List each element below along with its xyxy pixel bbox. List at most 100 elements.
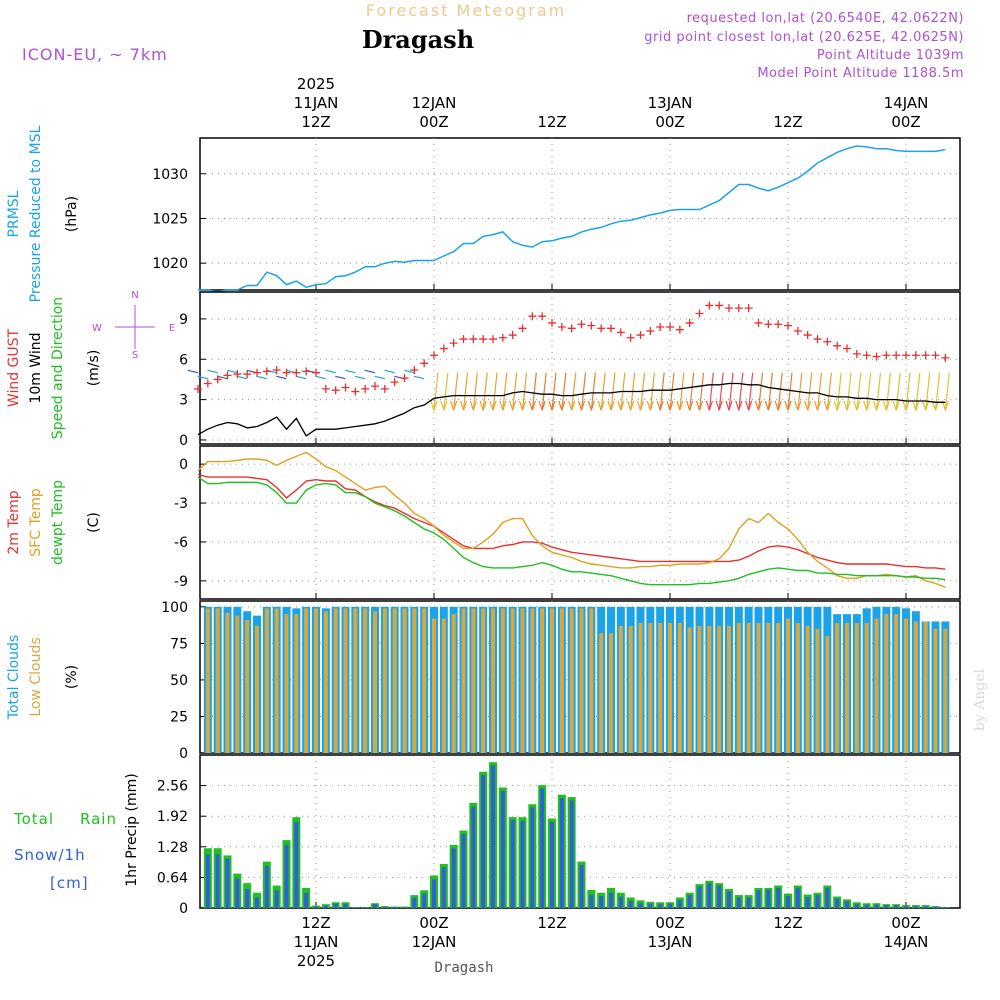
wind-arrow — [551, 372, 557, 411]
snow-bar — [579, 864, 584, 908]
low-cloud-bar — [323, 611, 328, 753]
time-label: 12JAN — [412, 94, 457, 112]
gust-marker — [705, 301, 714, 310]
snow-bar — [215, 854, 220, 908]
y-tick-label: 3 — [179, 393, 188, 409]
gust-marker — [941, 353, 950, 362]
time-label: 2025 — [297, 75, 335, 93]
gust-marker — [351, 387, 360, 396]
snow-bar — [756, 890, 761, 908]
y-tick-label: 1.28 — [157, 840, 188, 856]
wind-arrow-head — [512, 400, 517, 411]
snow-bar — [697, 886, 702, 908]
wind-arrow-head — [902, 400, 907, 411]
wind-arrow-head — [686, 400, 691, 411]
low-cloud-bar — [264, 608, 269, 753]
low-cloud-bar — [373, 611, 377, 753]
low-cloud-bar — [658, 622, 663, 753]
gust-marker — [675, 325, 684, 334]
gust-marker — [843, 344, 851, 353]
time-label: 00Z — [419, 113, 448, 131]
snow-bar — [491, 765, 495, 908]
low-cloud-bar — [776, 622, 781, 753]
low-cloud-bar — [707, 625, 712, 753]
low-cloud-bar — [559, 608, 564, 753]
panel-frame — [199, 291, 961, 445]
low-cloud-bar — [618, 625, 623, 753]
wind-arrow-head — [836, 400, 841, 411]
wind-arrow — [266, 369, 277, 374]
wind-arrow-head — [708, 400, 713, 411]
wind-arrow-head — [551, 400, 556, 411]
snow-bar — [648, 903, 653, 908]
snow-bar — [609, 892, 613, 908]
wind-arrow-head — [590, 400, 595, 411]
wind-arrow-head — [846, 400, 851, 411]
snow-bar — [628, 900, 633, 908]
model-label: ICON-EU, ~ 7km — [22, 45, 168, 64]
wind-arrow-head — [509, 400, 514, 411]
y-tick-label: 50 — [170, 673, 188, 689]
model-altitude: Model Point Altitude 1188.5m — [757, 66, 964, 81]
wind-arrow-head — [453, 400, 458, 411]
low-cloud-bar — [648, 622, 653, 753]
low-cloud-bar — [284, 614, 289, 753]
snow-bar — [304, 892, 309, 908]
gust-marker — [331, 386, 340, 395]
wind-arrow-head — [856, 400, 861, 411]
low-cloud-bar — [736, 622, 741, 753]
wind-arrow-head — [944, 400, 949, 411]
snow-bar — [274, 890, 279, 908]
wind-arrow-head — [695, 400, 701, 411]
wind-arrow — [698, 372, 705, 411]
wind-arrow — [531, 372, 537, 411]
wind-arrow — [492, 372, 498, 411]
gust-marker — [784, 321, 792, 330]
wind-arrow — [866, 372, 872, 411]
snow-bar — [727, 891, 731, 908]
wind-arrow — [915, 372, 921, 411]
snow-bar — [736, 897, 741, 908]
temp-line-1 — [197, 451, 946, 588]
wind-arrow — [403, 369, 415, 374]
snow-bar — [864, 904, 869, 908]
wind-arrow — [679, 372, 685, 411]
low-cloud-bar — [314, 608, 318, 753]
low-cloud-bar — [255, 625, 259, 753]
gust-marker — [302, 367, 311, 376]
wind-arrow — [836, 372, 842, 411]
gust-marker — [371, 382, 379, 391]
low-cloud-bar — [835, 622, 840, 753]
snow-bar — [943, 907, 948, 908]
low-cloud-bar — [432, 618, 436, 753]
time-label: 13JAN — [648, 94, 693, 112]
wind-arrow-head — [499, 400, 504, 411]
panel-label: Speed and Direction — [50, 297, 66, 439]
wind-arrow-head — [745, 400, 750, 411]
panel-frame — [199, 445, 961, 600]
gust-marker — [656, 322, 665, 331]
gust-marker — [361, 384, 370, 393]
low-cloud-bar — [727, 625, 731, 753]
snow-bar — [638, 903, 643, 908]
wind-arrow-head — [531, 400, 536, 411]
gust-marker — [312, 368, 320, 377]
wind-arrow-head — [639, 400, 645, 411]
y-tick-label: 1.92 — [157, 809, 188, 825]
wind-arrow-head — [715, 400, 720, 411]
low-cloud-bar — [471, 608, 476, 753]
time-label: 12Z — [537, 914, 566, 932]
low-cloud-bar — [668, 622, 672, 753]
low-cloud-bar — [687, 627, 692, 753]
title-top: Forecast Meteogram — [366, 1, 566, 20]
snow-bar — [569, 800, 574, 908]
wind-arrow-head — [607, 400, 612, 411]
snow-bar — [707, 883, 712, 908]
low-cloud-bar — [845, 622, 849, 753]
wind-arrow — [934, 372, 941, 411]
gust-marker — [872, 352, 881, 361]
wind-arrow-head — [656, 400, 661, 411]
panel-label: Total Clouds — [6, 635, 22, 720]
wind-arrow-head — [905, 400, 910, 411]
